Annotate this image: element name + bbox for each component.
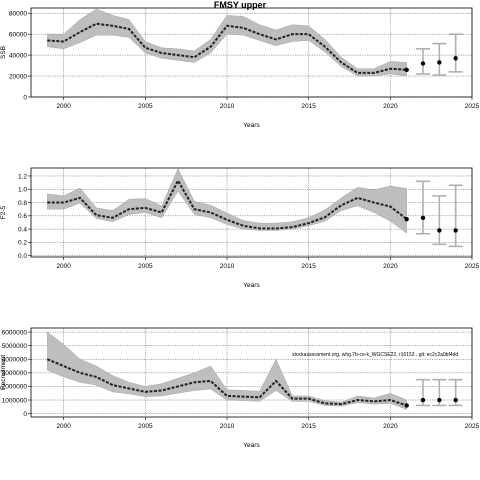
projection-2024 [448, 378, 463, 407]
x-tick-label: 2000 [56, 423, 71, 430]
x-tick-label: 2015 [301, 103, 316, 110]
projection-median-point [453, 397, 458, 403]
projection-median-point [437, 60, 442, 65]
y-tick-label: 1.2 [18, 173, 27, 180]
y-tick-label: 1000000 [2, 397, 28, 404]
median-line [47, 178, 408, 230]
panels: 2000 2005 2010 2015 2020 20250200004000060000… [0, 7, 480, 449]
x-tick-label: 2010 [220, 103, 235, 110]
y-tick-label: 0.0 [18, 253, 27, 260]
source-annotation: stockassessment.org, whg.7b-ce-k_WGCSE22… [292, 352, 458, 358]
y-tick-label: 60000 [9, 31, 27, 38]
median-line [47, 22, 407, 74]
y-tick-label: 3000000 [2, 370, 28, 377]
y-tick-label: 0.6 [18, 213, 27, 220]
y-tick-label: 0.4 [18, 226, 27, 233]
y-axis-label: SSB [0, 46, 7, 59]
y-tick-label: 6000000 [2, 329, 28, 336]
x-tick-label: 2015 [301, 263, 316, 270]
terminal-year-point [404, 67, 409, 72]
confidence-band [47, 8, 407, 77]
projection-median-point [420, 397, 426, 403]
projection-2023 [432, 195, 447, 246]
projection-median-point [453, 56, 458, 61]
x-tick-label: 2005 [138, 263, 153, 270]
projection-median-point [437, 397, 442, 403]
y-tick-label: 40000 [9, 52, 27, 59]
x-tick-label: 2020 [383, 263, 398, 270]
x-tick-label: 2015 [301, 423, 316, 430]
y-tick-label: 5000000 [2, 343, 28, 350]
x-tick-label: 2020 [383, 423, 398, 430]
x-tick-label: 2005 [138, 103, 153, 110]
confidence-band [47, 331, 407, 410]
y-tick-label: 20000 [9, 73, 27, 80]
terminal-year-point [404, 216, 409, 222]
x-tick-label: 2010 [220, 423, 235, 430]
x-tick-label: 2025 [465, 103, 480, 110]
x-tick-label: 2000 [56, 103, 71, 110]
y-tick-label: 1.0 [18, 187, 27, 194]
projection-median-point [420, 61, 426, 66]
figure-title: FMSY upper [214, 0, 267, 10]
y-axis-label: Recruitment [0, 355, 7, 390]
x-tick-label: 2025 [465, 263, 480, 270]
projection-2022 [416, 180, 430, 235]
y-tick-label: 2000000 [2, 384, 28, 391]
y-tick-label: 4000000 [2, 357, 28, 364]
x-axis-label: Years [243, 442, 260, 449]
projection-2022 [416, 48, 430, 75]
x-tick-label: 2025 [465, 423, 480, 430]
plot-frame [30, 327, 473, 418]
projection-2024 [448, 33, 463, 73]
projection-2024 [448, 184, 463, 248]
confidence-band [47, 168, 407, 234]
chart-panel-1: 2000 2005 2010 2015 2020 2025 0 20000 40000 60000… [0, 7, 480, 129]
chart-panel-3: 2000 2005 2010 2015 2020 2025 0 1000000 2000000 3… [0, 327, 480, 449]
median-line [46, 358, 407, 407]
projection-2023 [432, 42, 447, 76]
x-tick-label: 2010 [220, 263, 235, 270]
x-tick-label: 2005 [138, 423, 153, 430]
x-tick-label: 2000 [56, 263, 71, 270]
projection-median-point [420, 215, 426, 221]
projection-median-point [437, 228, 442, 233]
y-axis-label: F2-5 [0, 205, 7, 219]
projection-2022 [416, 378, 430, 407]
plot-frame [30, 7, 473, 98]
y-tick-label: 0 [23, 411, 27, 418]
y-tick-label: 0 [23, 94, 27, 101]
chart-panel-2: 2000 2005 2010 2015 2020 2025 0.0 0.2 0.4 0.6 0.8 1… [0, 167, 480, 289]
y-tick-label: 0.2 [18, 240, 27, 247]
plot-frame [30, 167, 473, 258]
projection-median-point [453, 228, 458, 233]
projection-2023 [432, 378, 447, 407]
x-axis-label: Years [243, 282, 260, 289]
x-axis-label: Years [243, 122, 260, 129]
x-tick-label: 2020 [383, 103, 398, 110]
y-tick-label: 0.8 [18, 200, 27, 207]
terminal-year-point [404, 403, 409, 408]
y-tick-label: 80000 [9, 11, 27, 18]
